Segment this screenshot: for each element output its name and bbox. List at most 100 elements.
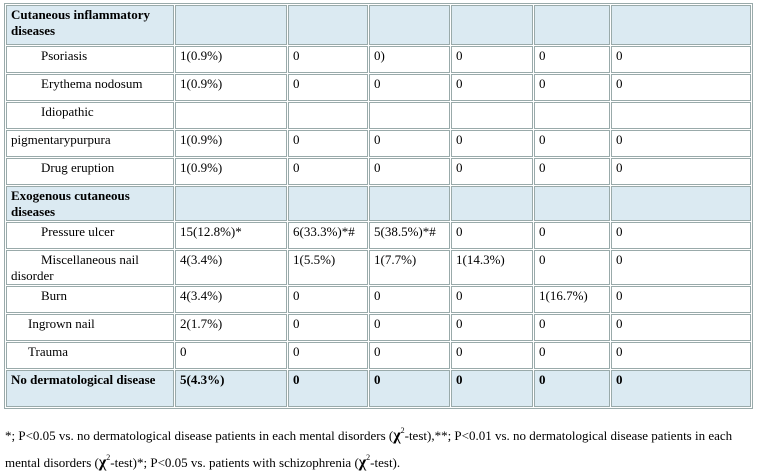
cell: 5(38.5%)*# (369, 222, 450, 249)
cell: 0 (534, 314, 610, 341)
cell: 0 (451, 222, 533, 249)
cell: 0 (288, 370, 368, 407)
cell: 0 (611, 46, 751, 73)
cell: 0 (288, 286, 368, 313)
chi-symbol: χ (358, 454, 367, 471)
cell (175, 5, 287, 45)
cell: 0 (451, 314, 533, 341)
row-label: Erythema nodosum (6, 74, 174, 101)
cell: 0 (611, 342, 751, 369)
cell: 1(0.9%) (175, 46, 287, 73)
row-label: Cutaneous inflammatory diseases (6, 5, 174, 45)
table-row: Psoriasis 1(0.9%) 0 0) 0 0 0 (6, 46, 751, 73)
cell: 0 (534, 222, 610, 249)
chi-symbol: χ (98, 454, 107, 471)
row-label: Burn (6, 286, 174, 313)
table-row: Miscellaneous nail disorder 4(3.4%) 1(5.5%… (6, 250, 751, 285)
row-label: Psoriasis (6, 46, 174, 73)
cell: 0 (369, 286, 450, 313)
cell: 0 (534, 370, 610, 407)
cell: 0 (369, 130, 450, 157)
cell (534, 186, 610, 221)
cell: 15(12.8%)* (175, 222, 287, 249)
cell: 0 (611, 222, 751, 249)
table-row: Exogenous cutaneous diseases (6, 186, 751, 221)
row-label: Idiopathic (6, 102, 174, 129)
cell: 1(0.9%) (175, 158, 287, 185)
table-row: Cutaneous inflammatory diseases (6, 5, 751, 45)
cell: 1(0.9%) (175, 74, 287, 101)
table-row: Erythema nodosum 1(0.9%) 0 0 0 0 0 (6, 74, 751, 101)
data-table: Cutaneous inflammatory diseases Psoriasis… (4, 3, 753, 409)
cell: 0 (369, 74, 450, 101)
cell: 1(0.9%) (175, 130, 287, 157)
cell: 0 (288, 130, 368, 157)
cell: 0 (534, 130, 610, 157)
cell (288, 186, 368, 221)
cell: 0 (534, 74, 610, 101)
cell: 0 (369, 342, 450, 369)
cell: 0 (534, 342, 610, 369)
cell (175, 102, 287, 129)
table-row: Idiopathic (6, 102, 751, 129)
cell: 0 (611, 130, 751, 157)
cell (451, 186, 533, 221)
cell: 0 (611, 314, 751, 341)
table-row: No dermatological disease 5(4.3%) 0 0 0 0 0 (6, 370, 751, 407)
cell: 0 (369, 158, 450, 185)
footnote-text: 2 (366, 453, 371, 462)
row-label: Drug eruption (6, 158, 174, 185)
cell: 0) (369, 46, 450, 73)
cell (534, 102, 610, 129)
cell: 0 (534, 46, 610, 73)
footnote-text: 2 (400, 426, 405, 435)
cell: 0 (611, 158, 751, 185)
footnote-text: -test). (370, 455, 401, 470)
cell: 0 (611, 370, 751, 407)
cell: 0 (175, 342, 287, 369)
cell: 0 (451, 130, 533, 157)
cell: 0 (369, 314, 450, 341)
footnote-text: -test)*; P<0.05 vs. patients with schizo… (110, 455, 359, 470)
cell: 5(4.3%) (175, 370, 287, 407)
footnote: *; P<0.05 vs. no dermatological disease … (5, 420, 760, 474)
cell: 0 (288, 314, 368, 341)
chi-symbol: χ (393, 427, 401, 444)
cell: 0 (451, 74, 533, 101)
cell (288, 5, 368, 45)
row-label: pigmentarypurpura (6, 130, 174, 157)
cell: 4(3.4%) (175, 286, 287, 313)
cell: 0 (611, 250, 751, 285)
footnote-text: *; P<0.05 vs. no dermatological disease … (5, 428, 394, 443)
cell (611, 102, 751, 129)
cell (369, 5, 450, 45)
cell: 2(1.7%) (175, 314, 287, 341)
cell (451, 102, 533, 129)
page: Cutaneous inflammatory diseases Psoriasis… (4, 3, 753, 471)
cell: 1(7.7%) (369, 250, 450, 285)
row-label: Exogenous cutaneous diseases (6, 186, 174, 221)
cell (534, 5, 610, 45)
table-row: pigmentarypurpura 1(0.9%) 0 0 0 0 0 (6, 130, 751, 157)
cell: 0 (451, 342, 533, 369)
row-label: Miscellaneous nail disorder (6, 250, 174, 285)
row-label: Trauma (6, 342, 174, 369)
cell: 1(5.5%) (288, 250, 368, 285)
table-row: Pressure ulcer 15(12.8%)* 6(33.3%)*# 5(38.5… (6, 222, 751, 249)
cell (369, 186, 450, 221)
cell: 0 (288, 158, 368, 185)
table-row: Trauma 0 0 0 0 0 0 (6, 342, 751, 369)
cell: 1(14.3%) (451, 250, 533, 285)
cell: 0 (288, 74, 368, 101)
cell (611, 186, 751, 221)
table-row: Burn 4(3.4%) 0 0 0 1(16.7%) 0 (6, 286, 751, 313)
cell: 0 (611, 286, 751, 313)
footnote-text: 2 (106, 453, 111, 462)
cell: 0 (369, 370, 450, 407)
cell: 0 (534, 158, 610, 185)
cell: 0 (451, 370, 533, 407)
table-row: Drug eruption 1(0.9%) 0 0 0 0 0 (6, 158, 751, 185)
row-label: Ingrown nail (6, 314, 174, 341)
cell (451, 5, 533, 45)
cell: 0 (451, 286, 533, 313)
